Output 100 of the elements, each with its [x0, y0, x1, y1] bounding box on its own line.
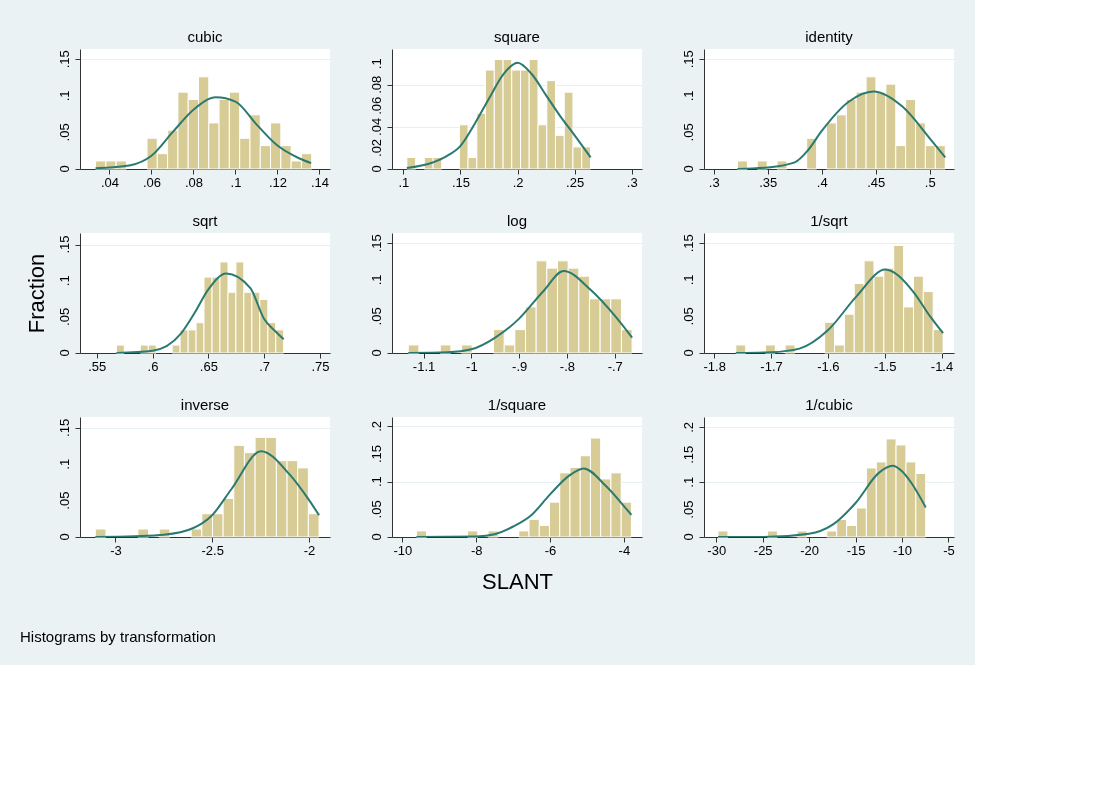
y-tick-label: 0	[681, 165, 696, 173]
x-tick-label: -.7	[607, 358, 623, 374]
x-tick-label: -10	[893, 542, 912, 558]
x-tick-label: .75	[311, 358, 330, 374]
y-tick-label: .15	[681, 234, 696, 253]
chart-title: 1/square	[487, 396, 547, 413]
y-tick-label: .04	[369, 117, 384, 136]
y-tick-label: .05	[57, 491, 72, 510]
y-tick-label: 0	[681, 349, 696, 357]
x-tick-label: .55	[88, 358, 107, 374]
line-series	[407, 270, 634, 353]
x-tick-label: -2	[303, 542, 316, 558]
line-series	[115, 272, 285, 353]
x-tick-label: .2	[512, 174, 524, 190]
y-tick-label: .02	[369, 138, 384, 157]
chart-title: identity	[805, 28, 854, 45]
x-tick-label: -2.5	[201, 542, 224, 558]
x-tick-label: -.9	[512, 358, 528, 374]
y-tick-label: .1	[681, 274, 696, 286]
x-tick-label: -25	[753, 542, 773, 558]
y-tick-label: .05	[681, 123, 696, 142]
y-tick-label: .2	[369, 420, 384, 432]
x-tick-label: -1.4	[930, 358, 954, 374]
x-tick-label: -.8	[559, 358, 576, 374]
x-tick-label: -1.7	[760, 358, 783, 374]
x-tick-label: .1	[230, 174, 242, 190]
line-series	[415, 467, 633, 537]
x-tick-label: .14	[310, 174, 330, 190]
y-tick-label: 0	[369, 165, 384, 173]
x-tick-label: .45	[867, 174, 886, 190]
x-tick-label: -3	[110, 542, 122, 558]
x-tick-label: -8	[470, 542, 483, 558]
x-tick-label: .6	[147, 358, 159, 374]
y-tick-label: .06	[369, 96, 384, 115]
y-tick-label: .15	[369, 234, 384, 253]
chart-title: log	[506, 212, 528, 229]
x-axis-title: SLANT	[482, 568, 553, 594]
y-tick-label: .05	[369, 500, 384, 519]
y-tick-label: 0	[57, 533, 72, 541]
x-tick-label: .06	[142, 174, 161, 190]
x-tick-label: .3	[708, 174, 720, 190]
y-tick-label: 0	[57, 165, 72, 173]
x-tick-label: -5	[943, 542, 955, 558]
chart-title: inverse	[180, 396, 230, 413]
y-tick-label: .2	[681, 421, 696, 433]
y-tick-label: .15	[369, 445, 384, 464]
x-tick-label: .3	[626, 174, 638, 190]
x-tick-label: .15	[451, 174, 471, 190]
x-tick-label: -4	[618, 542, 631, 558]
line-series	[94, 96, 313, 169]
y-tick-label: .05	[57, 307, 72, 326]
chart-title: square	[494, 28, 540, 45]
x-tick-label: -30	[707, 542, 727, 558]
x-tick-label: .1	[398, 174, 410, 190]
line-series	[736, 90, 947, 169]
x-tick-label: -1	[466, 358, 478, 374]
y-tick-label: .1	[57, 275, 72, 287]
y-tick-label: .15	[57, 50, 72, 69]
y-tick-label: .1	[369, 58, 384, 70]
x-tick-label: .04	[100, 174, 119, 190]
y-tick-label: .05	[681, 500, 696, 519]
y-tick-label: .1	[681, 90, 696, 102]
y-tick-label: .1	[369, 274, 384, 286]
chart-title: cubic	[187, 28, 223, 45]
x-tick-label: -20	[800, 542, 820, 558]
y-tick-label: .15	[681, 445, 696, 464]
y-tick-label: .05	[681, 307, 696, 326]
y-tick-label: .1	[57, 90, 72, 102]
y-tick-label: .05	[369, 307, 384, 326]
chart-title: 1/cubic	[805, 396, 854, 413]
line-series	[717, 464, 927, 537]
y-tick-label: .05	[57, 123, 72, 142]
x-tick-label: -1.1	[412, 358, 436, 374]
line-series	[405, 61, 592, 169]
x-tick-label: -10	[393, 542, 413, 558]
y-tick-label: .15	[681, 50, 696, 69]
chart-title: 1/sqrt	[810, 212, 849, 229]
y-tick-label: 0	[369, 533, 384, 541]
y-tick-label: 0	[681, 533, 696, 541]
x-tick-label: -6	[544, 542, 557, 558]
x-tick-label: -1.8	[703, 358, 726, 374]
y-tick-label: .15	[57, 235, 72, 254]
x-tick-label: -15	[846, 542, 866, 558]
y-tick-label: 0	[57, 349, 72, 357]
y-axis-title: Fraction	[24, 253, 49, 334]
x-tick-label: .4	[816, 174, 828, 190]
chart-title: sqrt	[192, 212, 219, 229]
y-tick-label: .1	[369, 476, 384, 488]
x-tick-label: .65	[199, 358, 218, 374]
line-series	[94, 450, 321, 537]
x-tick-label: -1.5	[873, 358, 897, 374]
y-tick-label: .08	[369, 75, 384, 94]
x-tick-label: .7	[259, 358, 271, 374]
x-tick-label: -1.6	[817, 358, 840, 374]
y-tick-label: .1	[57, 458, 72, 470]
x-tick-label: .25	[566, 174, 585, 190]
y-tick-label: .15	[57, 418, 72, 437]
text: Histograms by transformation	[20, 628, 216, 645]
x-tick-label: .5	[924, 174, 936, 190]
x-tick-label: .08	[184, 174, 203, 190]
